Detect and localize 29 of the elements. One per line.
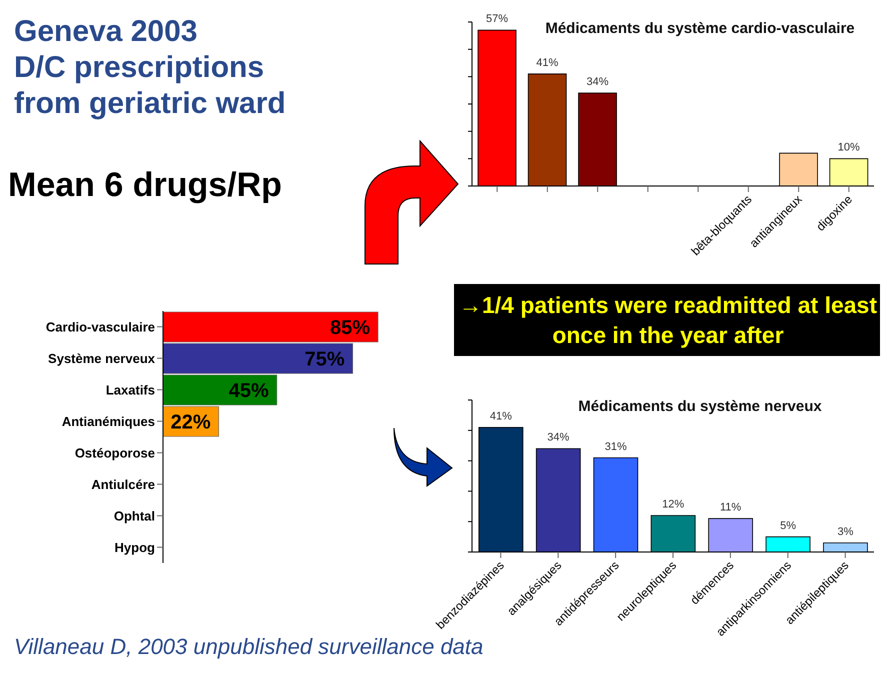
y-tick-label: Système nerveux [48,350,156,366]
data-label: 10% [838,142,860,154]
chart-title: Médicaments du système nerveux [577,398,823,415]
data-label: 12% [662,498,684,511]
y-tick-label: Hypog [114,540,156,555]
data-label: 41% [536,56,558,69]
data-label: 34% [586,76,609,88]
data-label: 34% [547,432,570,444]
data-label: 11% [720,502,742,514]
data-label: 3% [838,526,854,538]
y-tick-label: Antiulcére [91,476,155,492]
data-label: 22% [170,412,211,434]
y-tick-label: Cardio-vasculaire [46,319,155,334]
y-tick-label: Antianémiques [62,414,155,429]
y-tick-label: Ophtal [114,508,155,524]
chart-title: Médicaments du système cardio-vasculaire [544,20,856,37]
data-label: 41% [490,410,512,422]
chart-subtitle: Mean 6 drugs/Rp [8,166,282,205]
y-tick-label: Laxatifs [106,382,155,398]
data-label: 57% [486,13,508,26]
data-label: 45% [228,380,270,402]
data-label: 75% [304,348,345,370]
data-label: 85% [330,317,370,339]
text: →1/4 patients were readmitted at least once in the year after [454,284,882,356]
data-label: 31% [604,440,627,453]
text: Villaneau D, 2003 unpublished surveillance data [14,634,484,660]
data-label: 5% [780,520,796,532]
y-tick-label: Ostéoporose [74,445,155,460]
chart-title: Geneva 2003 D/C prescriptions from geriatric ward [14,14,286,122]
